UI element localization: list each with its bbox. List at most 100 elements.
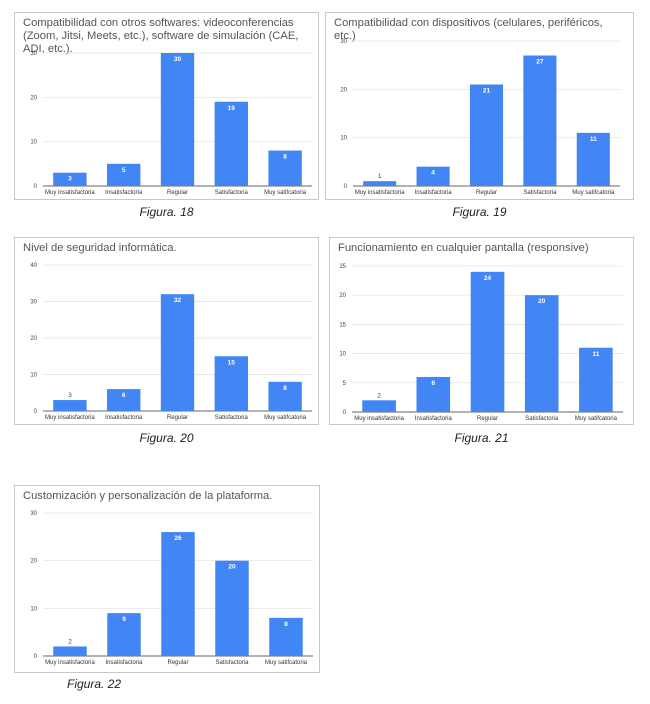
bar-chart-21: 0 5 10 15 20 25 2 Muy insatisfactoria 6 Insatisfa… — [339, 264, 623, 422]
category-label: Muy satifcatoria — [575, 416, 618, 422]
category-label: Insatisfactoria — [105, 415, 143, 421]
category-label: Regular — [476, 190, 497, 196]
bar — [107, 613, 141, 656]
bar — [215, 560, 249, 656]
category-label: Satisfactoria — [215, 415, 249, 421]
category-label: Muy insatisfactoria — [354, 416, 404, 422]
y-tick-label: 10 — [340, 136, 347, 142]
data-label: 26 — [174, 535, 182, 542]
data-label: 27 — [536, 59, 544, 66]
bar — [161, 532, 195, 656]
bar — [363, 181, 397, 186]
data-label: 2 — [68, 638, 72, 645]
category-label: Muy satifcatoria — [265, 660, 308, 666]
category-label: Regular — [167, 190, 188, 196]
category-label: Satisfactoria — [525, 416, 559, 422]
data-label: 11 — [590, 136, 597, 143]
category-label: Muy satifcatoria — [264, 415, 307, 421]
chart-panel-22: Customización y personalización de la pl… — [14, 485, 320, 673]
data-label: 32 — [174, 297, 182, 304]
data-label: 20 — [538, 298, 546, 305]
category-label: Muy insatisfactoria — [355, 190, 405, 196]
y-tick-label: 40 — [30, 263, 37, 269]
category-label: Muy insatisfactoria — [45, 660, 95, 666]
y-tick-label: 10 — [30, 373, 37, 379]
category-label: Muy satifcatoria — [572, 190, 615, 196]
category-label: Regular — [167, 660, 188, 666]
y-tick-label: 20 — [30, 559, 37, 565]
data-label: 11 — [592, 351, 599, 358]
y-tick-label: 20 — [30, 95, 37, 101]
figure-caption-18: Figura. 18 — [139, 205, 194, 219]
bar — [579, 347, 613, 412]
category-label: Insatisfactoria — [415, 416, 453, 422]
chart-panel-21: Funcionamiento en cualquier pantalla (re… — [329, 237, 634, 425]
data-label: 5 — [122, 167, 126, 174]
y-tick-label: 10 — [30, 606, 37, 612]
y-tick-label: 10 — [30, 140, 37, 146]
data-label: 30 — [174, 56, 182, 63]
y-tick-label: 20 — [30, 336, 37, 342]
bar — [416, 166, 450, 186]
y-tick-label: 30 — [340, 39, 347, 45]
y-tick-label: 0 — [344, 184, 348, 190]
category-label: Satisfactoria — [215, 660, 249, 666]
bar — [160, 294, 195, 411]
bar — [362, 400, 396, 412]
bar-chart-19: 0 10 20 30 1 Muy insatisfactoria 4 Insatisfacto… — [340, 39, 620, 196]
chart-title: Compatibilidad con otros softwares: vide… — [23, 17, 299, 55]
chart-panel-19: Compatibilidad con dispositivos (celular… — [325, 12, 634, 200]
bar — [214, 356, 248, 411]
category-label: Muy insatisfactoria — [45, 415, 95, 421]
chart-title: Customización y personalización de la pl… — [23, 490, 273, 502]
data-label: 3 — [68, 392, 72, 399]
data-label: 6 — [431, 380, 435, 387]
bar-chart-18: 0 10 20 30 3 Muy insatisfactoria 5 Insatisfacto… — [30, 51, 312, 196]
data-label: 24 — [484, 275, 492, 282]
figure-caption-20: Figura. 20 — [139, 431, 194, 445]
data-label: 6 — [122, 392, 126, 399]
y-tick-label: 0 — [34, 184, 38, 190]
category-label: Insatisfactoria — [105, 190, 143, 196]
bar — [53, 172, 87, 186]
category-label: Muy insatisfactoria — [45, 190, 95, 196]
category-label: Muy satifcatoria — [264, 190, 307, 196]
figure-caption-21: Figura. 21 — [454, 431, 509, 445]
category-label: Insatisfactoria — [415, 190, 453, 196]
data-label: 20 — [228, 564, 236, 571]
bar — [107, 163, 141, 186]
data-label: 8 — [283, 154, 287, 161]
data-label: 2 — [377, 392, 381, 399]
y-tick-label: 20 — [340, 87, 347, 93]
y-tick-label: 0 — [34, 409, 38, 415]
category-label: Regular — [167, 415, 188, 421]
y-tick-label: 25 — [339, 264, 346, 270]
chart-title: Compatibilidad con dispositivos (celular… — [334, 17, 603, 42]
data-label: 8 — [283, 385, 287, 392]
data-label: 19 — [228, 105, 236, 112]
y-tick-label: 20 — [339, 293, 346, 299]
y-tick-label: 5 — [343, 381, 347, 387]
bar — [268, 150, 302, 186]
bar — [269, 617, 303, 656]
data-label: 9 — [122, 616, 126, 623]
data-label: 1 — [378, 173, 382, 180]
data-label: 15 — [228, 359, 236, 366]
figure-caption-19: Figura. 19 — [452, 205, 507, 219]
y-tick-label: 30 — [30, 511, 37, 517]
bar — [160, 53, 195, 186]
category-label: Regular — [477, 416, 498, 422]
y-tick-label: 15 — [339, 322, 346, 328]
data-label: 21 — [483, 88, 491, 95]
chart-panel-18: Compatibilidad con otros softwares: vide… — [14, 12, 319, 200]
category-label: Satisfactoria — [215, 190, 249, 196]
bar — [107, 389, 141, 411]
category-label: Satisfactoria — [523, 190, 557, 196]
bar-chart-20: 0 10 20 30 40 3 Muy insatisfactoria 6 Insatisfac… — [30, 263, 312, 421]
bar — [523, 55, 557, 186]
chart-title: Funcionamiento en cualquier pantalla (re… — [338, 242, 589, 254]
chart-panel-20: Nivel de seguridad informática. 0 10 20 30 4… — [14, 237, 319, 425]
bar — [576, 132, 610, 186]
bar — [268, 381, 302, 411]
bar — [416, 376, 451, 412]
